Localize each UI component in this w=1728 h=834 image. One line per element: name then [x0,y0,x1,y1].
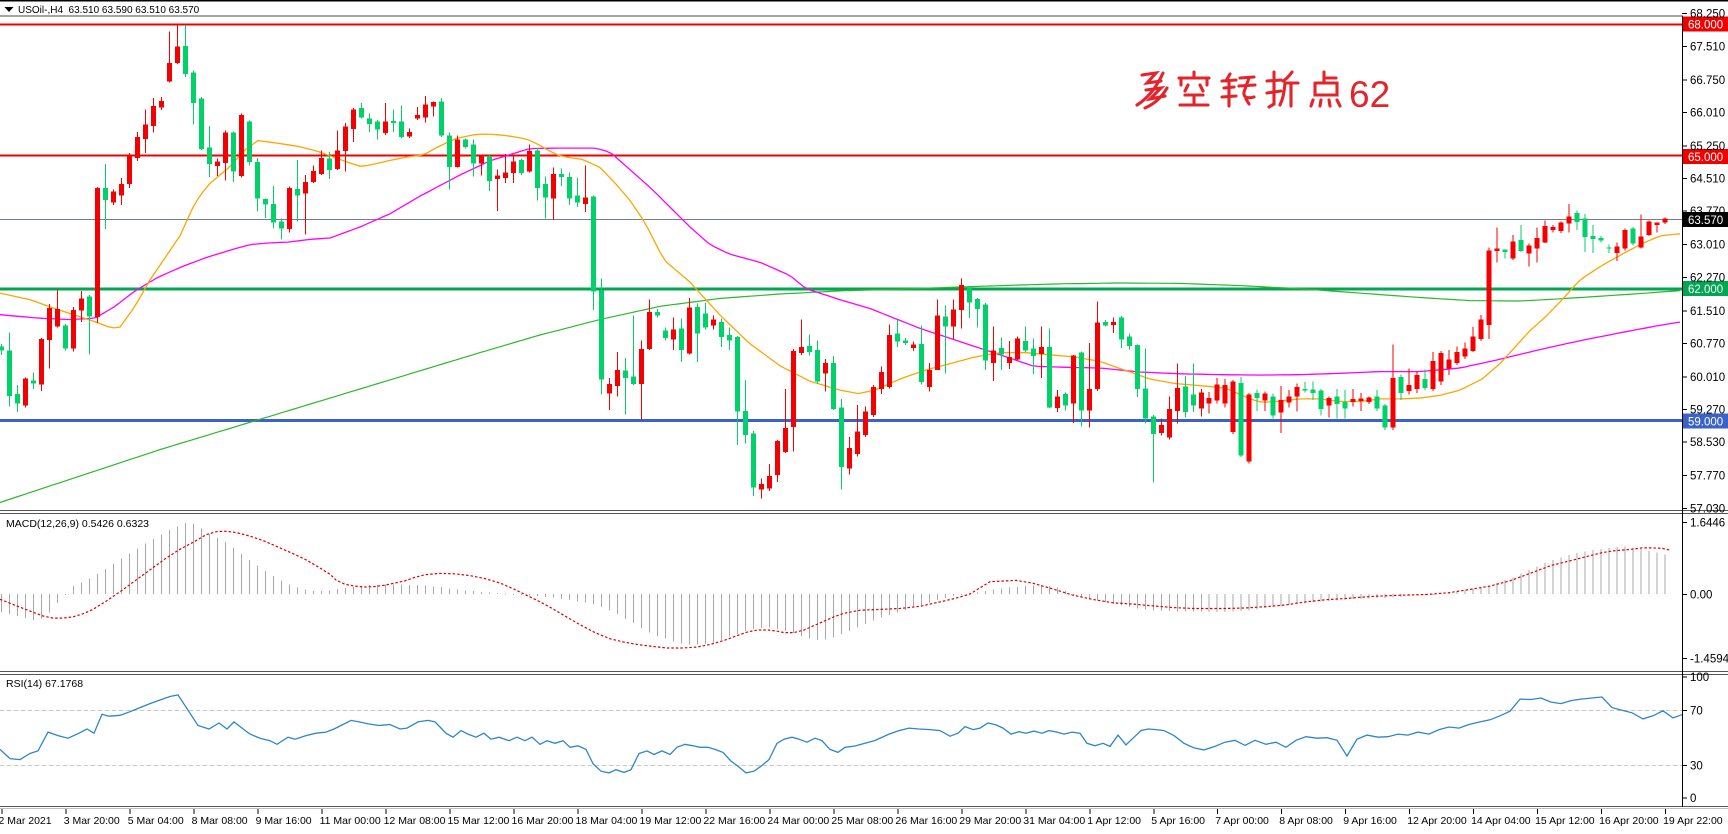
svg-text:63.770: 63.770 [1690,206,1725,218]
svg-text:5 Mar 04:00: 5 Mar 04:00 [128,815,184,827]
svg-text:1 Apr 12:00: 1 Apr 12:00 [1087,815,1141,827]
svg-text:57.030: 57.030 [1690,503,1725,515]
svg-text:62.000: 62.000 [1688,284,1723,296]
svg-text:8 Apr 08:00: 8 Apr 08:00 [1279,815,1333,827]
svg-text:18 Mar 04:00: 18 Mar 04:00 [576,815,638,827]
svg-text:30: 30 [1690,761,1703,773]
svg-text:15 Apr 12:00: 15 Apr 12:00 [1535,815,1595,827]
svg-text:65.000: 65.000 [1688,152,1723,164]
svg-text:59.270: 59.270 [1690,405,1725,417]
svg-text:60.010: 60.010 [1690,372,1725,384]
svg-text:USOil-,H4 63.510 63.590 63.51: USOil-,H4 63.510 63.590 63.510 63.570 [18,5,200,16]
svg-text:60.770: 60.770 [1690,338,1725,350]
svg-text:9 Apr 16:00: 9 Apr 16:00 [1343,815,1397,827]
svg-text:68.000: 68.000 [1688,20,1723,32]
svg-text:11 Mar 00:00: 11 Mar 00:00 [320,815,381,827]
svg-text:57.770: 57.770 [1690,471,1725,483]
svg-text:5 Apr 16:00: 5 Apr 16:00 [1151,815,1205,827]
svg-text:26 Mar 16:00: 26 Mar 16:00 [895,815,957,827]
svg-text:63.570: 63.570 [1688,215,1723,227]
svg-text:1.6446: 1.6446 [1690,517,1725,529]
svg-text:61.510: 61.510 [1690,306,1725,318]
svg-text:63.010: 63.010 [1690,240,1725,252]
svg-text:24 Mar 00:00: 24 Mar 00:00 [767,815,829,827]
svg-text:2 Mar 2021: 2 Mar 2021 [0,815,52,827]
svg-text:12 Apr 20:00: 12 Apr 20:00 [1407,815,1467,827]
svg-text:16 Apr 20:00: 16 Apr 20:00 [1599,815,1659,827]
svg-text:62: 62 [1349,74,1390,115]
svg-text:62.270: 62.270 [1690,272,1725,284]
svg-text:9 Mar 16:00: 9 Mar 16:00 [256,815,312,827]
svg-text:19 Apr 22:00: 19 Apr 22:00 [1663,815,1723,827]
svg-text:70: 70 [1690,706,1703,718]
svg-text:65.250: 65.250 [1690,141,1725,153]
svg-text:19 Mar 12:00: 19 Mar 12:00 [640,815,702,827]
svg-text:100: 100 [1690,672,1709,684]
svg-text:22 Mar 16:00: 22 Mar 16:00 [703,815,765,827]
svg-text:66.010: 66.010 [1690,107,1725,119]
svg-text:68.250: 68.250 [1690,9,1725,21]
svg-text:59.000: 59.000 [1688,416,1723,428]
svg-text:16 Mar 20:00: 16 Mar 20:00 [512,815,574,827]
svg-text:0.00: 0.00 [1690,590,1712,602]
svg-text:8 Mar 08:00: 8 Mar 08:00 [192,815,248,827]
svg-text:66.750: 66.750 [1690,75,1725,87]
svg-text:15 Mar 12:00: 15 Mar 12:00 [448,815,510,827]
svg-text:58.530: 58.530 [1690,437,1725,449]
svg-text:14 Apr 04:00: 14 Apr 04:00 [1471,815,1531,827]
svg-text:-1.4594: -1.4594 [1690,654,1728,666]
svg-text:64.510: 64.510 [1690,174,1725,186]
svg-text:7 Apr 00:00: 7 Apr 00:00 [1215,815,1269,827]
svg-text:67.510: 67.510 [1690,41,1725,53]
svg-text:25 Mar 08:00: 25 Mar 08:00 [831,815,893,827]
svg-text:29 Mar 20:00: 29 Mar 20:00 [959,815,1021,827]
svg-text:RSI(14) 67.1768: RSI(14) 67.1768 [6,678,83,690]
svg-text:3 Mar 20:00: 3 Mar 20:00 [64,815,120,827]
svg-text:0: 0 [1690,793,1696,805]
svg-text:MACD(12,26,9) 0.5426 0.6323: MACD(12,26,9) 0.5426 0.6323 [6,518,149,530]
svg-text:12 Mar 08:00: 12 Mar 08:00 [384,815,446,827]
svg-text:31 Mar 04:00: 31 Mar 04:00 [1023,815,1085,827]
